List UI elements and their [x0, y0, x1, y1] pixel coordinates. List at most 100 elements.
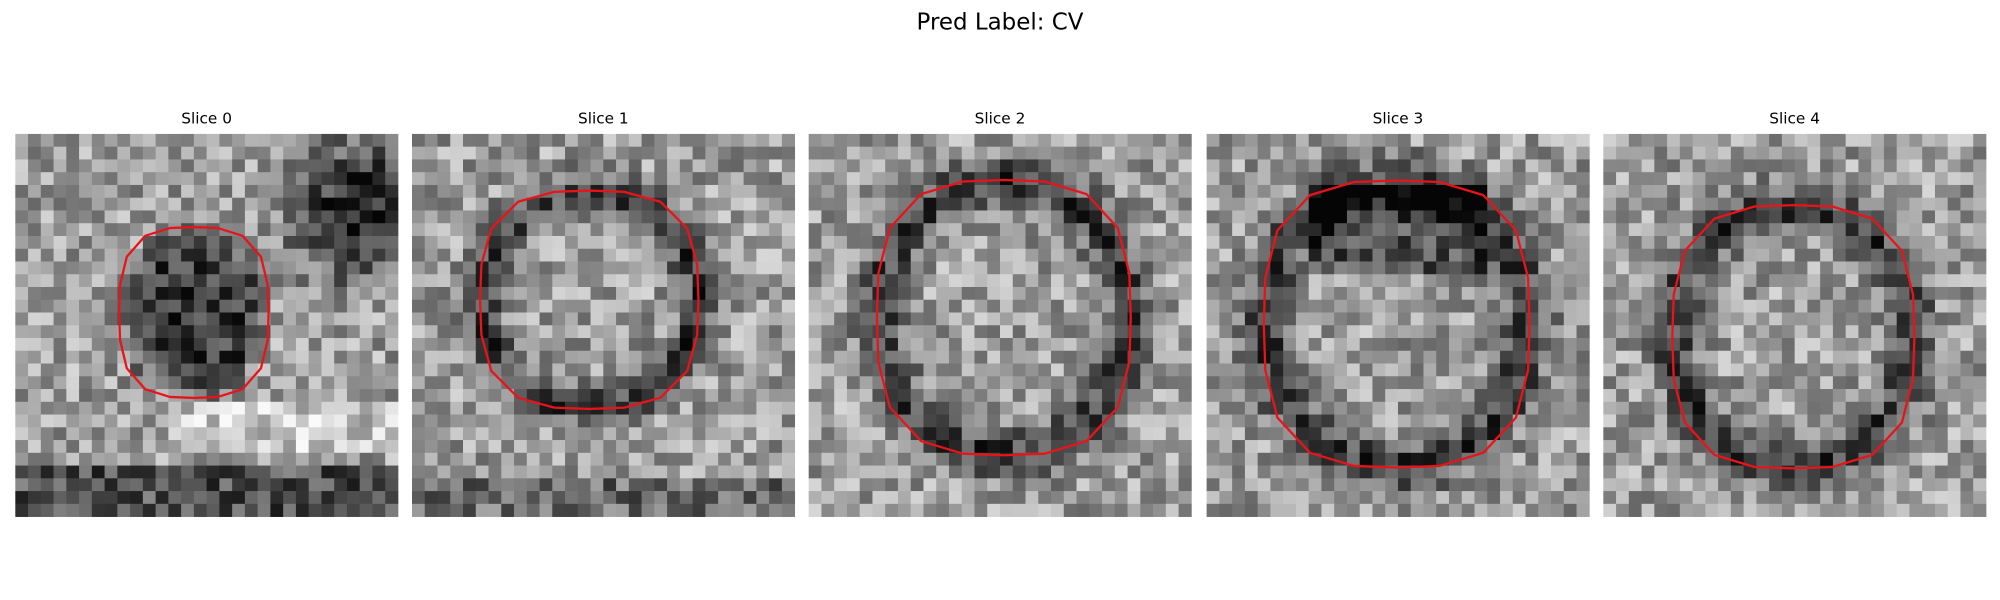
pixel [756, 197, 770, 211]
pixel [1038, 363, 1052, 377]
pixel [1474, 350, 1488, 364]
pixel [705, 363, 719, 377]
pixel [1756, 172, 1770, 186]
pixel [1397, 286, 1412, 301]
pixel [1140, 491, 1154, 505]
pixel [936, 452, 950, 466]
pixel [1461, 223, 1475, 237]
pixel [872, 389, 886, 403]
pixel [1973, 146, 1987, 160]
pixel [1423, 248, 1437, 262]
pixel [1232, 248, 1246, 262]
pixel [590, 414, 604, 428]
pixel [1973, 286, 1987, 301]
pixel [769, 235, 783, 250]
pixel [1858, 478, 1872, 492]
pixel [130, 286, 144, 301]
contour [875, 178, 1132, 457]
pixel [1076, 146, 1090, 160]
pixel [1858, 427, 1872, 441]
pixel [15, 376, 29, 390]
pixel [168, 146, 182, 160]
pixel [1769, 503, 1783, 517]
pixel [590, 299, 604, 313]
pixel [450, 376, 464, 390]
pixel [923, 248, 937, 262]
pixel [193, 401, 208, 415]
pixel [334, 465, 348, 479]
pixel [948, 363, 963, 377]
pixel [1397, 274, 1412, 288]
pixel [1947, 210, 1961, 224]
pixel [1641, 452, 1655, 466]
pixel [808, 325, 822, 339]
pixel [872, 133, 886, 148]
pixel [463, 299, 477, 313]
pixel [1769, 427, 1783, 441]
pixel [718, 401, 732, 415]
pixel [769, 261, 783, 275]
pixel [846, 478, 861, 492]
pixel [40, 286, 54, 301]
pixel [654, 325, 668, 339]
pixel [181, 338, 195, 352]
pixel [1397, 414, 1412, 428]
pixel [1576, 274, 1590, 288]
pixel [1743, 503, 1757, 517]
pixel [1858, 491, 1872, 505]
pixel [872, 286, 886, 301]
pixel [1038, 465, 1052, 479]
pixel [1089, 350, 1103, 364]
pixel [1654, 235, 1668, 250]
pixel [1769, 440, 1783, 454]
pixel [1525, 440, 1539, 454]
pixel [1153, 197, 1167, 211]
pixel [193, 248, 208, 262]
pixel [1165, 133, 1179, 148]
pixel [846, 223, 861, 237]
pixel [1025, 440, 1039, 454]
pixel [206, 299, 220, 313]
pixel [1295, 389, 1310, 403]
pixel [424, 389, 438, 403]
pixel [1616, 286, 1630, 301]
pixel [910, 414, 924, 428]
pixel [1397, 325, 1412, 339]
pixel [1487, 338, 1501, 352]
pixel [1563, 223, 1577, 237]
pixel [1947, 325, 1961, 339]
pixel [168, 503, 182, 517]
pixel [1308, 248, 1322, 262]
pixel [91, 478, 105, 492]
pixel [1641, 286, 1655, 301]
pixel [1025, 133, 1039, 148]
pixel [359, 376, 373, 390]
pixel [974, 363, 988, 377]
pixel [1295, 401, 1310, 415]
pixel [1896, 286, 1910, 301]
pixel [1114, 274, 1128, 288]
pixel [1397, 312, 1412, 326]
pixel [526, 235, 540, 250]
pixel [872, 414, 886, 428]
pixel [1871, 133, 1885, 148]
pixel [193, 223, 208, 237]
pixel [1410, 286, 1424, 301]
pixel [411, 389, 426, 403]
pixel [1616, 389, 1630, 403]
pixel [1102, 338, 1116, 352]
pixel [270, 248, 284, 262]
pixel [1692, 401, 1706, 415]
pixel [91, 350, 105, 364]
pixel [1140, 312, 1154, 326]
pixel [1206, 465, 1220, 479]
pixel [15, 210, 29, 224]
pixel [987, 376, 1001, 390]
pixel [1127, 440, 1141, 454]
pixel [1616, 133, 1630, 148]
pixel [1883, 363, 1898, 377]
pixel [1781, 146, 1796, 160]
pixel [1743, 248, 1757, 262]
pixel [1283, 465, 1297, 479]
pixel [1538, 363, 1552, 377]
